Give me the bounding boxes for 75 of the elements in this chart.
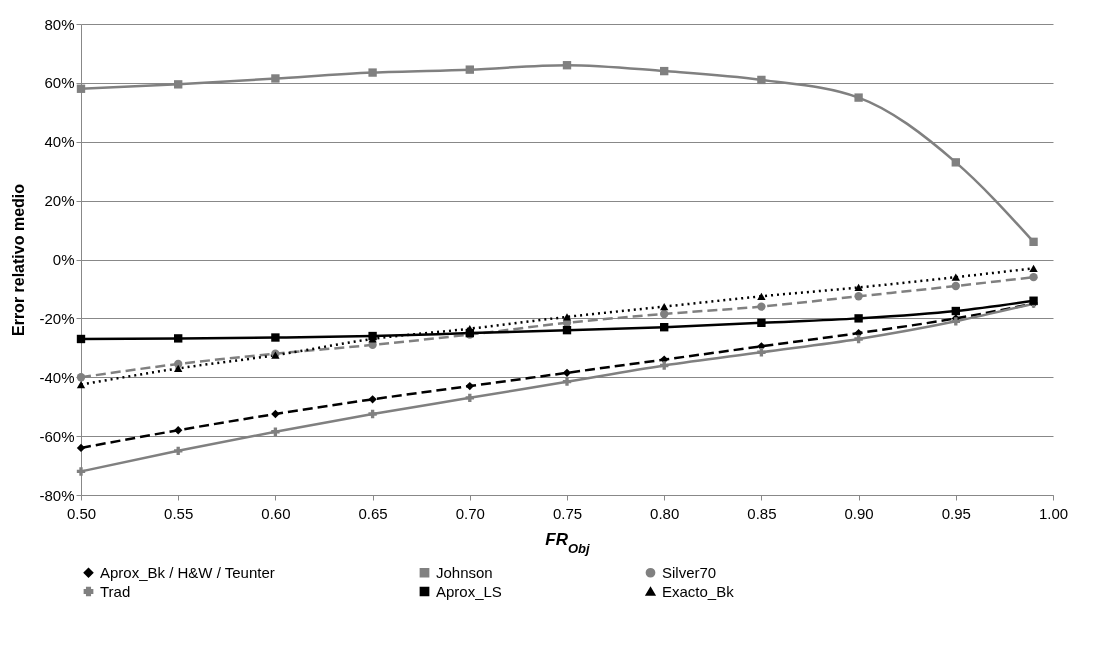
x-tick-label: 0.85: [747, 504, 777, 522]
y-tick-label: -60%: [39, 427, 75, 445]
point: [368, 68, 377, 77]
x-tick-label: 0.65: [358, 504, 388, 522]
x-tick-label: 0.90: [844, 504, 874, 522]
point: [174, 364, 183, 373]
point: [757, 75, 766, 85]
y-tick-label: -80%: [39, 486, 75, 504]
point: [76, 373, 86, 382]
point: [76, 443, 86, 453]
legend-label: Johnson: [436, 563, 493, 581]
y-tick-label: -40%: [39, 368, 75, 386]
x-tick-label: 0.50: [66, 504, 97, 522]
point: [174, 334, 183, 343]
legend-label: Aprox_LS: [436, 582, 502, 600]
point: [76, 380, 86, 389]
point: [660, 66, 669, 76]
point: [562, 368, 572, 378]
point: [951, 306, 960, 316]
legend-label: Silver70: [662, 563, 717, 581]
point: [660, 361, 669, 370]
point: [562, 313, 572, 321]
point: [1029, 272, 1038, 282]
point: [174, 446, 183, 456]
x-tick-label: 0.80: [650, 504, 680, 522]
point: [854, 334, 863, 344]
y-axis-title: Error relativo medio: [10, 183, 28, 337]
point: [76, 467, 86, 476]
point: [368, 395, 377, 404]
legend-label: Trad: [100, 582, 131, 600]
point: [660, 309, 669, 319]
point: [76, 334, 86, 344]
point: [271, 74, 280, 83]
y-tick-label: 80%: [44, 15, 75, 33]
point: [562, 377, 572, 386]
point: [271, 409, 280, 419]
point: [174, 80, 183, 89]
point: [465, 381, 474, 391]
x-tick-label: 0.75: [552, 504, 583, 522]
x-tick-label: 1.00: [1038, 504, 1069, 522]
point: [854, 292, 863, 301]
point: [951, 273, 960, 281]
point: [660, 302, 669, 311]
point: [854, 93, 863, 102]
x-tick-label: 0.95: [941, 504, 971, 522]
point: [562, 61, 572, 70]
point: [465, 65, 474, 74]
point: [757, 318, 766, 327]
point: [951, 281, 960, 291]
point: [271, 333, 280, 342]
legend-label: Aprox_Bk / H&W / Teunter: [100, 563, 275, 581]
y-tick-label: -20%: [39, 309, 75, 327]
x-axis-title: FR$_{Obj}$: [545, 529, 591, 555]
point: [368, 409, 377, 419]
point: [1029, 264, 1038, 272]
point: [465, 393, 474, 403]
point: [1029, 237, 1038, 247]
point: [174, 426, 183, 435]
point: [757, 302, 766, 311]
y-tick-label: 0%: [52, 251, 75, 268]
point: [854, 283, 863, 292]
point: [660, 323, 669, 332]
x-tick-label: 0.55: [164, 504, 194, 522]
y-tick-label: 20%: [44, 192, 75, 210]
legend-label: Exacto_Bk: [662, 582, 735, 600]
point: [854, 314, 863, 323]
x-tick-label: 0.60: [261, 504, 291, 522]
point: [757, 292, 766, 300]
point: [951, 158, 960, 167]
x-tick-label: 0.70: [455, 504, 485, 522]
y-tick-label: 40%: [44, 133, 75, 151]
point: [562, 325, 572, 335]
point: [757, 348, 766, 357]
point: [271, 427, 280, 436]
y-tick-label: 60%: [44, 74, 75, 92]
